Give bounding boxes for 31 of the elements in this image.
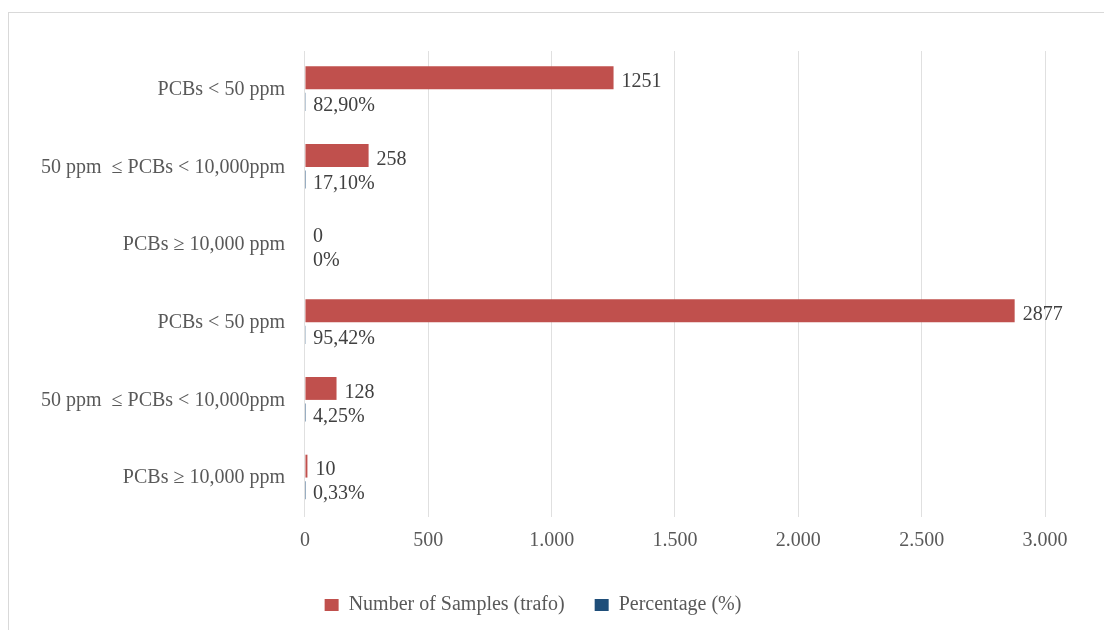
bar — [305, 66, 614, 90]
data-label: 82,90% — [313, 93, 375, 116]
bar — [305, 377, 337, 400]
data-label: 10 — [315, 457, 336, 480]
bar — [305, 299, 1015, 323]
x-tick-label: 2.500 — [899, 528, 945, 551]
data-label: 0% — [312, 248, 340, 271]
data-label: 0,33% — [312, 481, 365, 504]
x-tick-label: 1.000 — [529, 528, 575, 551]
y-tick-label: 50 ppm ≤ PCBs < 10,000ppm — [40, 387, 286, 411]
y-tick-label: PCBs < 50 ppm — [157, 77, 286, 101]
data-label: 128 — [344, 379, 375, 402]
data-label: 17,10% — [313, 170, 375, 193]
y-tick-label: 50 ppm ≤ PCBs < 10,000ppm — [40, 154, 286, 178]
data-label: 258 — [376, 146, 407, 169]
bar — [305, 144, 369, 167]
data-label: 1251 — [621, 69, 662, 92]
x-tick-label: 1.500 — [652, 528, 698, 551]
x-tick-label: 0 — [299, 528, 310, 551]
data-label: 4,25% — [312, 403, 365, 426]
data-label: 2877 — [1022, 302, 1063, 325]
legend-label: Number of Samples (trafo) — [348, 592, 565, 616]
x-tick-label: 2.000 — [775, 528, 821, 551]
x-tick-label: 500 — [413, 528, 444, 551]
data-label: 0 — [312, 224, 323, 247]
y-tick-label: PCBs < 50 ppm — [157, 310, 286, 334]
y-tick-label: PCBs ≥ 10,000 ppm — [122, 232, 286, 256]
legend-label: Percentage (%) — [618, 592, 742, 616]
x-tick-label: 3.000 — [1022, 528, 1068, 551]
y-tick-label: PCBs ≥ 10,000 ppm — [122, 465, 286, 489]
data-label: 95,42% — [313, 326, 375, 349]
